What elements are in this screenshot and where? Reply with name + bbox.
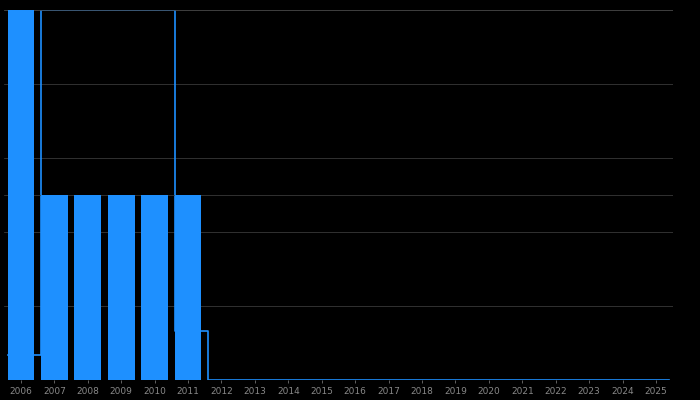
Bar — [41, 195, 68, 380]
Bar — [74, 195, 101, 380]
Bar — [141, 195, 168, 380]
Bar — [108, 195, 134, 380]
Bar — [174, 195, 202, 380]
Bar — [8, 10, 34, 380]
